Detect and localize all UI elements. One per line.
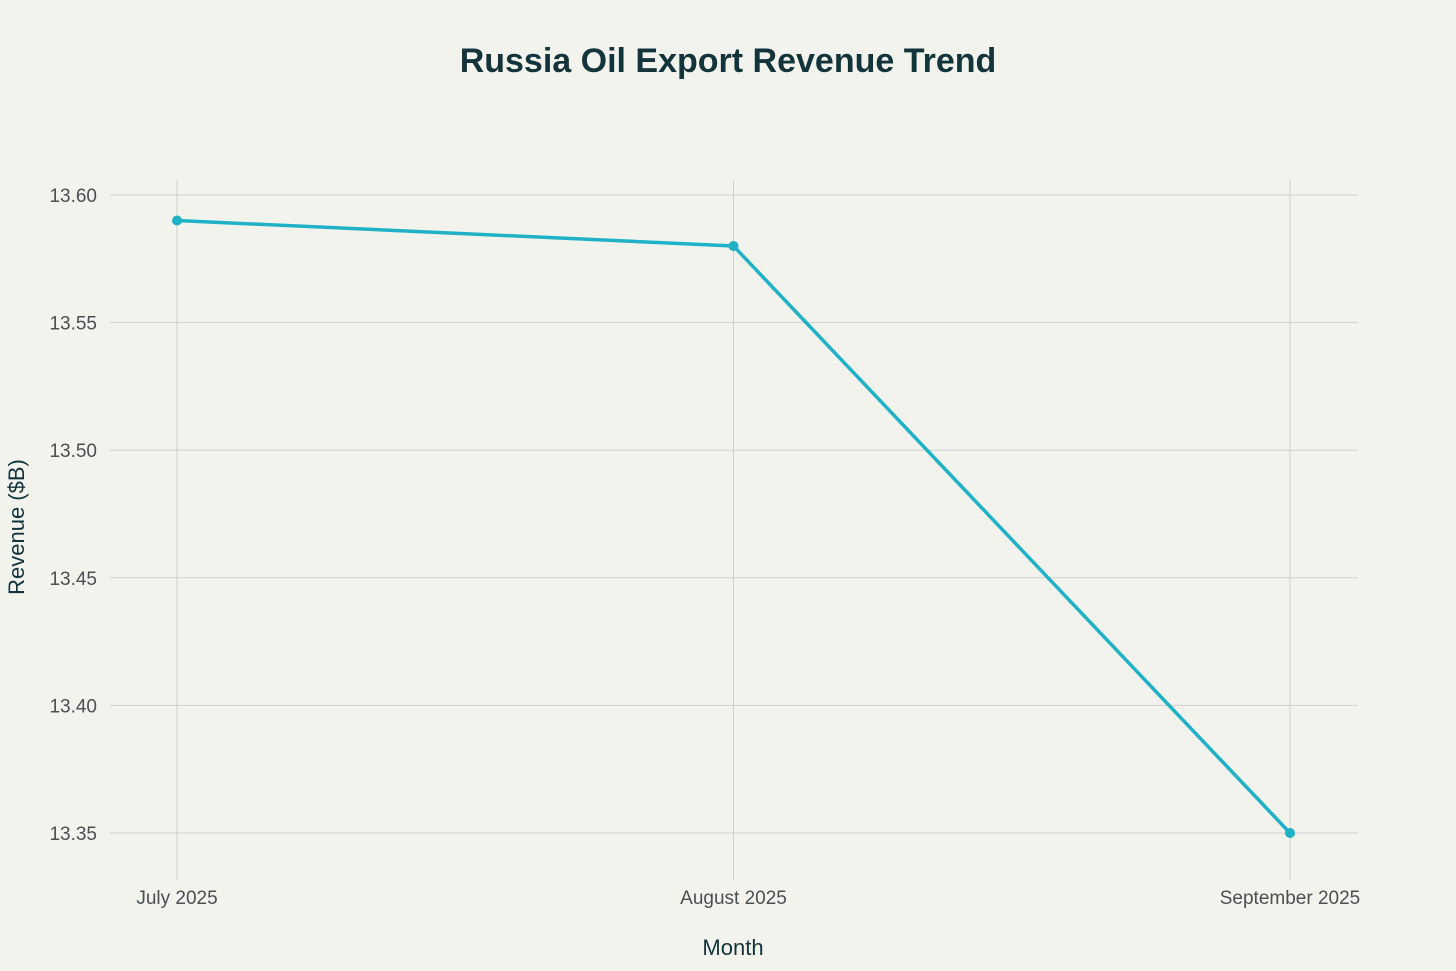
x-axis-tick-labels: July 2025 August 2025 September 2025 — [136, 888, 1360, 909]
y-axis-label: Revenue ($B) — [4, 459, 29, 595]
x-gridlines — [176, 180, 1291, 880]
x-tick-label: August 2025 — [680, 888, 787, 909]
data-point — [1285, 828, 1295, 838]
x-axis-label: Month — [702, 935, 763, 960]
y-axis-tick-labels: 13.35 13.40 13.45 13.50 13.55 13.60 — [49, 186, 97, 845]
x-tick-label: July 2025 — [136, 888, 217, 909]
y-tick-label: 13.55 — [49, 314, 97, 335]
y-tick-label: 13.40 — [49, 696, 97, 717]
y-tick-label: 13.45 — [49, 569, 97, 590]
y-tick-label: 13.60 — [49, 186, 97, 207]
chart-title: Russia Oil Export Revenue Trend — [460, 42, 997, 80]
series-layer — [172, 215, 1295, 838]
data-point — [728, 241, 739, 252]
y-tick-label: 13.50 — [49, 441, 97, 462]
y-tick-label: 13.35 — [49, 824, 97, 845]
x-tick-label: September 2025 — [1220, 888, 1361, 909]
data-point — [172, 215, 182, 226]
